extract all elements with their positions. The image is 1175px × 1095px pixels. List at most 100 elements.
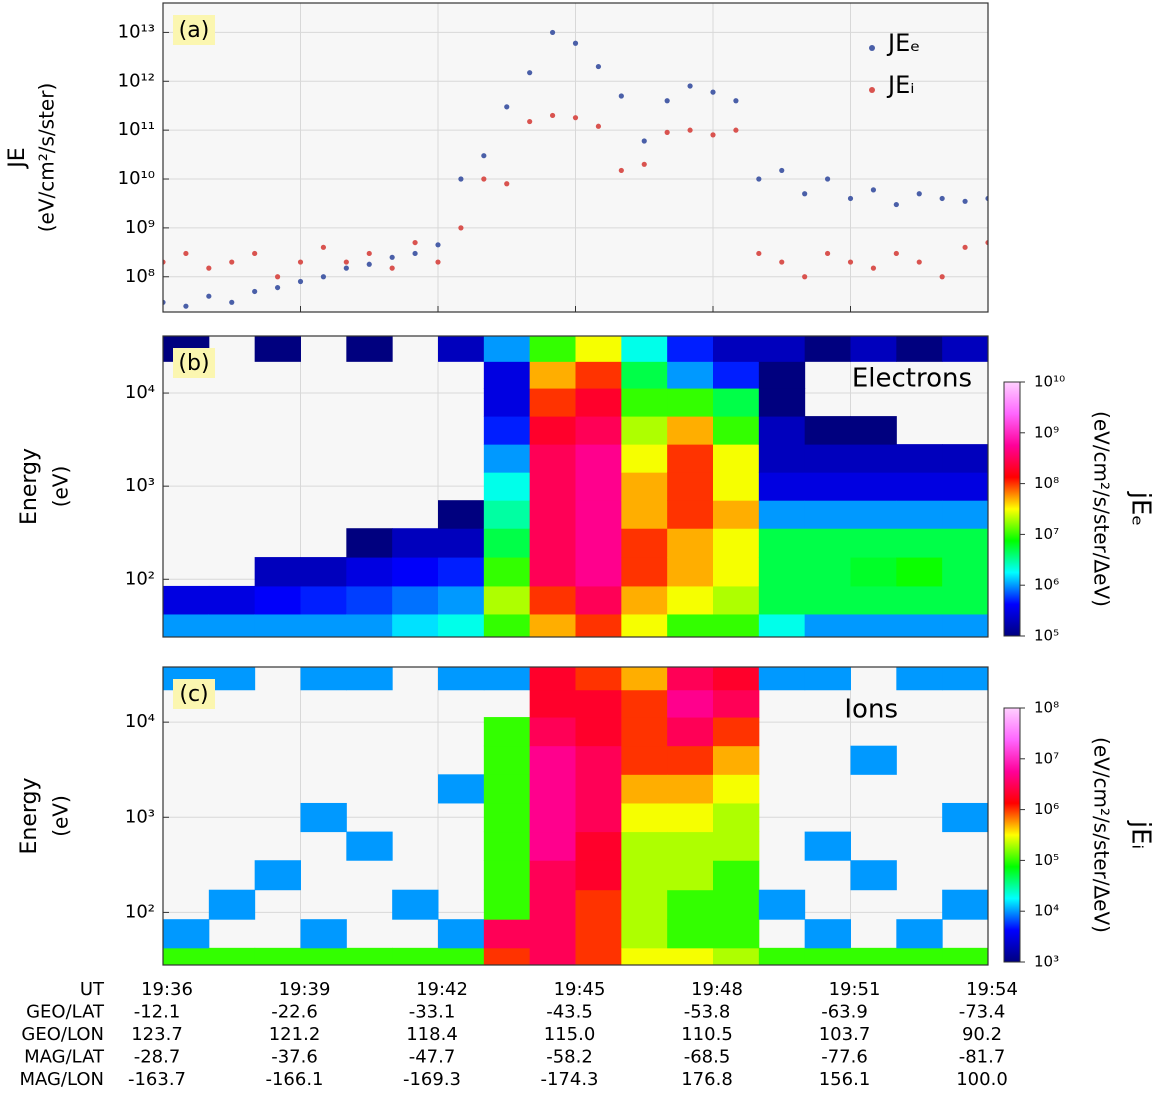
colorbar-tick-label: 10³ [1034,953,1059,971]
spectrogram-cell [392,557,439,587]
data-point [389,265,395,271]
spectrogram-cell [942,613,988,637]
spectrogram-cell [850,528,897,558]
spectrogram-cell [346,947,393,965]
ephemeris-row-label: GEO/LON [21,1024,104,1045]
spectrogram-cell [575,472,622,501]
y-tick-label: 10⁴ [125,382,155,403]
spectrogram-cell [758,667,806,691]
spectrogram-cell [483,500,531,529]
spectrogram-cell [575,528,622,558]
data-point [939,274,945,280]
spectrogram-cell [254,585,301,615]
spectrogram-cell [758,416,806,445]
data-point [183,250,189,257]
data-point [641,138,647,144]
spectrogram-cell [346,557,393,587]
spectrogram-cell [667,336,714,362]
spectrogram-cell [713,585,760,615]
spectrogram-cell [804,444,851,473]
data-point [847,195,854,202]
spectrogram-cell [392,528,439,558]
spectrogram-cell [483,528,531,558]
colorbar-units: (eV/cm²/s/ster/ΔeV) [1090,411,1114,607]
data-point [366,261,372,267]
spectrogram-cell [529,585,576,615]
spectrogram-cell [942,802,988,833]
spectrogram-cell [896,500,943,529]
spectrogram-cell [713,947,760,965]
data-point [595,123,602,129]
ephemeris-value: -63.9 [821,1002,868,1023]
spectrogram-cell [438,528,485,558]
colorbar-tick-label: 10¹⁰ [1034,373,1065,391]
spectrogram-cell [896,919,943,949]
spectrogram-cell [850,500,897,529]
spectrogram-cell [575,947,622,965]
y-axis-title: Energy [17,777,42,854]
spectrogram-cell [575,613,622,637]
data-point [939,195,945,202]
spectrogram-cell [254,947,301,965]
spectrogram-cell [713,717,760,747]
ephemeris-value: -169.3 [403,1069,461,1090]
spectrogram-cell [529,388,576,417]
spectrogram-cell [529,500,576,529]
y-tick-label: 10¹² [118,70,155,91]
spectrogram-cell [896,336,943,362]
data-point [985,195,988,202]
spectrogram-cell [621,889,668,920]
spectrogram-cell [529,444,576,473]
spectrogram-cell [346,667,393,691]
data-point [802,191,808,197]
ephemeris-value: -68.5 [684,1047,731,1068]
spectrogram-cell [529,774,576,804]
spectrogram-cell [621,860,668,891]
spectrogram-cell [300,613,347,637]
data-point [163,259,166,265]
spectrogram-cell [621,336,668,362]
panel-label: (b) [178,351,209,376]
spectrogram-cell [208,613,256,637]
spectrogram-cell [300,667,347,691]
ephemeris-row-label: UT [80,979,105,1000]
spectrogram-cell [529,336,576,362]
data-point [183,303,189,309]
data-point [802,274,808,280]
colorbar-tick-label: 10⁸ [1034,699,1059,717]
data-point [412,250,418,257]
spectrogram-cell [942,585,988,615]
legend-marker [869,45,875,51]
spectrogram-cell [713,802,760,833]
spectrogram-cell [713,613,760,637]
data-point [389,254,395,260]
spectrogram-cell [483,860,531,891]
spectrogram-cell [575,361,622,389]
spectrogram-cell [667,361,714,389]
spectrogram-cell [483,947,531,965]
spectrogram-cell [713,831,760,861]
spectrogram-cell [300,947,347,965]
data-point [893,250,899,257]
spectrogram-cell [896,585,943,615]
spectrogram-cell [758,528,806,558]
data-point [572,40,579,46]
y-tick-label: 10³ [125,475,155,496]
spectrogram-cell [529,889,576,920]
spectrogram-cell [667,472,714,501]
spectrogram-cell [758,557,806,587]
data-point [962,244,968,250]
spectrogram-cell [896,528,943,558]
spectrogram-cell [804,528,851,558]
spectrogram-cell [621,500,668,529]
data-point [343,265,349,271]
spectrogram-cell [713,774,760,804]
spectrogram-cell [438,585,485,615]
spectrogram-cell [850,947,897,965]
ephemeris-value: 123.7 [131,1024,183,1045]
y-axis-title: JE [5,147,30,169]
spectrogram-cell [896,947,943,965]
data-point [252,288,258,295]
spectrogram-cell [254,860,301,891]
spectrogram-cell [621,774,668,804]
